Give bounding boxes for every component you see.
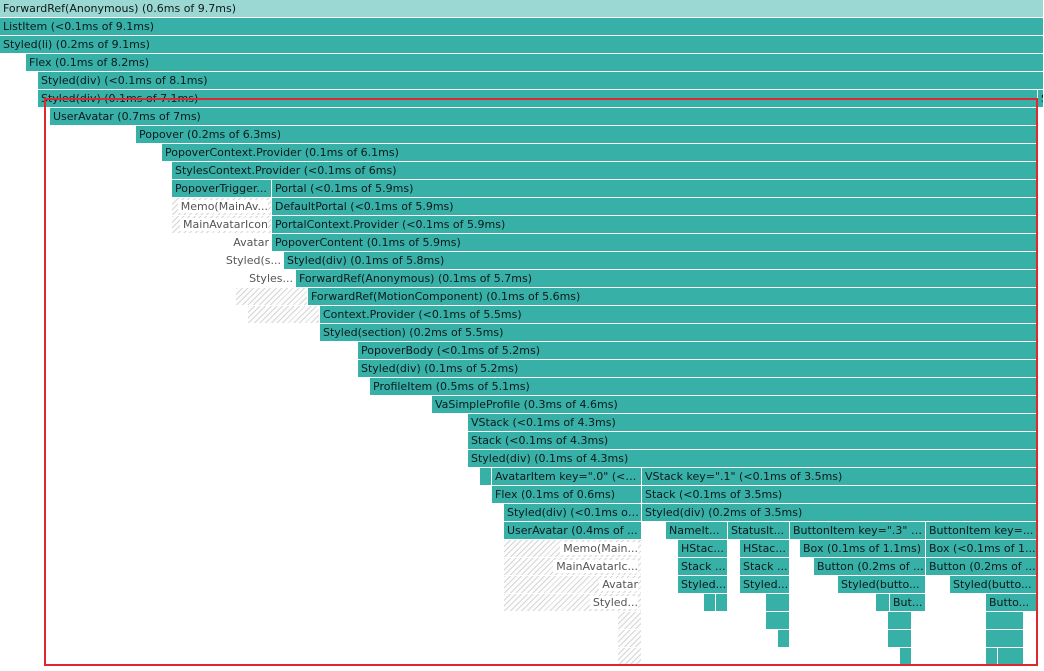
flame-node-empty[interactable] bbox=[716, 594, 728, 611]
flame-node-empty[interactable] bbox=[876, 594, 890, 611]
flame-node-stack[interactable]: Stack (<0.1ms of 3.5ms) bbox=[642, 486, 1037, 503]
flame-node-flex[interactable]: Flex (0.1ms of 8.2ms) bbox=[26, 54, 1044, 71]
flame-node-styled-section[interactable]: Styled(section) (0.2ms of 5.5ms) bbox=[320, 324, 1037, 341]
flame-node-styled-li[interactable]: Styled(li) (0.2ms of 9.1ms) bbox=[0, 36, 1044, 53]
flame-node-avatar[interactable]: Avatar bbox=[504, 576, 642, 593]
flame-node-vasimpleprofile[interactable]: VaSimpleProfile (0.3ms of 4.6ms) bbox=[432, 396, 1037, 413]
flame-node-button[interactable]: Button (0.2ms of ... bbox=[926, 558, 1037, 575]
flame-node-s[interactable]: S bbox=[1038, 90, 1044, 107]
flame-node-box[interactable]: Box (0.1ms of 1.1ms) bbox=[800, 540, 926, 557]
flame-node-but[interactable]: But... bbox=[890, 594, 926, 611]
flame-node-vstack-key-1[interactable]: VStack key=".1" (<0.1ms of 3.5ms) bbox=[642, 468, 1037, 485]
flame-node-label: Avatar bbox=[230, 236, 269, 249]
flame-node-styled-div[interactable]: Styled(div) (0.1ms of 5.2ms) bbox=[358, 360, 1037, 377]
flame-node-empty[interactable] bbox=[986, 630, 1024, 647]
flame-node-popover[interactable]: Popover (0.2ms of 6.3ms) bbox=[136, 126, 1037, 143]
flame-node-styled[interactable]: Styled... bbox=[504, 594, 642, 611]
flame-node-empty[interactable] bbox=[900, 648, 912, 665]
flame-node-empty[interactable] bbox=[618, 648, 642, 665]
flame-node-stack[interactable]: Stack (<0.1ms of 4.3ms) bbox=[468, 432, 1037, 449]
flame-node-styled-div[interactable]: Styled(div) (0.1ms of 4.3ms) bbox=[468, 450, 1037, 467]
flame-node-styled-div[interactable]: Styled(div) (<0.1ms of ... bbox=[504, 504, 642, 521]
flame-node-stylescontext-provider[interactable]: StylesContext.Provider (<0.1ms of 6ms) bbox=[172, 162, 1037, 179]
flame-node-flex[interactable]: Flex (0.1ms of 0.6ms) bbox=[492, 486, 642, 503]
flame-node-empty[interactable] bbox=[998, 648, 1024, 665]
flame-node-forwardref-motioncomponent[interactable]: ForwardRef(MotionComponent) (0.1ms of 5.… bbox=[308, 288, 1037, 305]
flame-node-empty[interactable] bbox=[766, 594, 790, 611]
flame-node-styled-s[interactable]: Styled(s... bbox=[172, 252, 284, 269]
flame-node-empty[interactable] bbox=[618, 612, 642, 629]
flame-node-context-provider[interactable]: Context.Provider (<0.1ms of 5.5ms) bbox=[320, 306, 1037, 323]
flame-node-label: Avatar bbox=[599, 578, 638, 591]
flame-node-empty[interactable] bbox=[618, 630, 642, 647]
flame-node-nameit[interactable]: NameIt... bbox=[666, 522, 728, 539]
flame-node-useravatar[interactable]: UserAvatar (0.7ms of 7ms) bbox=[50, 108, 1037, 125]
flame-node-styled[interactable]: Styled... bbox=[740, 576, 790, 593]
flame-node-buttonitem-key-3[interactable]: ButtonItem key=".3" (... bbox=[790, 522, 926, 539]
flame-node-avatar[interactable]: Avatar bbox=[172, 234, 272, 251]
flame-node-avataritem-key-0[interactable]: AvatarItem key=".0" (<0... bbox=[492, 468, 642, 485]
flame-node-styled-butto[interactable]: Styled(butto... bbox=[838, 576, 926, 593]
flame-node-popovercontext-provider[interactable]: PopoverContext.Provider (0.1ms of 6.1ms) bbox=[162, 144, 1037, 161]
flame-node-butto[interactable]: Butto... bbox=[986, 594, 1037, 611]
flame-node-label: Memo(MainAv... bbox=[177, 200, 268, 213]
flame-node-styles[interactable]: Styles... bbox=[172, 270, 296, 287]
flame-node-empty[interactable] bbox=[704, 594, 716, 611]
flame-node-label: Styled(s... bbox=[222, 254, 281, 267]
flame-node-memo-main[interactable]: Memo(Main... bbox=[504, 540, 642, 557]
flame-node-hstac[interactable]: HStac... bbox=[740, 540, 790, 557]
flame-node-label: MainAvatarIc... bbox=[553, 560, 638, 573]
flame-node-popoverbody[interactable]: PopoverBody (<0.1ms of 5.2ms) bbox=[358, 342, 1037, 359]
flame-node-styled-div[interactable]: Styled(div) (0.2ms of 3.5ms) bbox=[642, 504, 1037, 521]
flame-node-stack[interactable]: Stack ... bbox=[678, 558, 728, 575]
flame-node-styled[interactable]: Styled... bbox=[678, 576, 728, 593]
flame-node-forwardref-anonymous[interactable]: ForwardRef(Anonymous) (0.6ms of 9.7ms) bbox=[0, 0, 1044, 17]
flame-node-label: Styled... bbox=[589, 596, 638, 609]
flame-node-label: MainAvatarIcon bbox=[180, 218, 268, 231]
flame-node-popovertrigger[interactable]: PopoverTrigger... bbox=[172, 180, 272, 197]
flame-node-mainavataric[interactable]: MainAvatarIc... bbox=[504, 558, 642, 575]
flame-node-portal[interactable]: Portal (<0.1ms of 5.9ms) bbox=[272, 180, 1037, 197]
flame-node-buttonitem-key[interactable]: ButtonItem key=... bbox=[926, 522, 1037, 539]
flame-node-label: Memo(Main... bbox=[560, 542, 638, 555]
flame-node-profileitem[interactable]: ProfileItem (0.5ms of 5.1ms) bbox=[370, 378, 1037, 395]
flame-node-vstack[interactable]: VStack (<0.1ms of 4.3ms) bbox=[468, 414, 1037, 431]
flame-node-stack[interactable]: Stack ... bbox=[740, 558, 790, 575]
flame-node-empty[interactable] bbox=[236, 288, 308, 305]
flame-node-empty[interactable] bbox=[480, 468, 492, 485]
flame-node-listitem[interactable]: ListItem (<0.1ms of 9.1ms) bbox=[0, 18, 1044, 35]
flame-node-styled-div[interactable]: Styled(div) (<0.1ms of 8.1ms) bbox=[38, 72, 1044, 89]
flame-node-button[interactable]: Button (0.2ms of ... bbox=[814, 558, 926, 575]
flame-node-empty[interactable] bbox=[888, 612, 912, 629]
flame-node-empty[interactable] bbox=[248, 306, 320, 323]
flame-node-mainavataricon[interactable]: MainAvatarIcon bbox=[172, 216, 272, 233]
flame-node-memo-mainav[interactable]: Memo(MainAv... bbox=[172, 198, 272, 215]
flame-node-empty[interactable] bbox=[986, 648, 998, 665]
flame-node-portalcontext-provider[interactable]: PortalContext.Provider (<0.1ms of 5.9ms) bbox=[272, 216, 1037, 233]
flame-node-empty[interactable] bbox=[778, 630, 790, 647]
flame-node-empty[interactable] bbox=[766, 612, 790, 629]
flame-node-forwardref-anonymous[interactable]: ForwardRef(Anonymous) (0.1ms of 5.7ms) bbox=[296, 270, 1037, 287]
flame-node-styled-div[interactable]: Styled(div) (0.1ms of 5.8ms) bbox=[284, 252, 1037, 269]
flame-node-popovercontent[interactable]: PopoverContent (0.1ms of 5.9ms) bbox=[272, 234, 1037, 251]
flame-node-box[interactable]: Box (<0.1ms of 1... bbox=[926, 540, 1037, 557]
flame-node-statusit[interactable]: StatusIt... bbox=[728, 522, 790, 539]
flame-node-useravatar[interactable]: UserAvatar (0.4ms of ... bbox=[504, 522, 642, 539]
flame-node-styled-div[interactable]: Styled(div) (0.1ms of 7.1ms) bbox=[38, 90, 1038, 107]
flame-node-empty[interactable] bbox=[986, 612, 1024, 629]
flame-node-defaultportal[interactable]: DefaultPortal (<0.1ms of 5.9ms) bbox=[272, 198, 1037, 215]
flame-node-styled-butto[interactable]: Styled(butto... bbox=[950, 576, 1037, 593]
flame-node-label: Styles... bbox=[246, 272, 293, 285]
flame-node-empty[interactable] bbox=[888, 630, 912, 647]
flame-node-hstac[interactable]: HStac... bbox=[678, 540, 728, 557]
